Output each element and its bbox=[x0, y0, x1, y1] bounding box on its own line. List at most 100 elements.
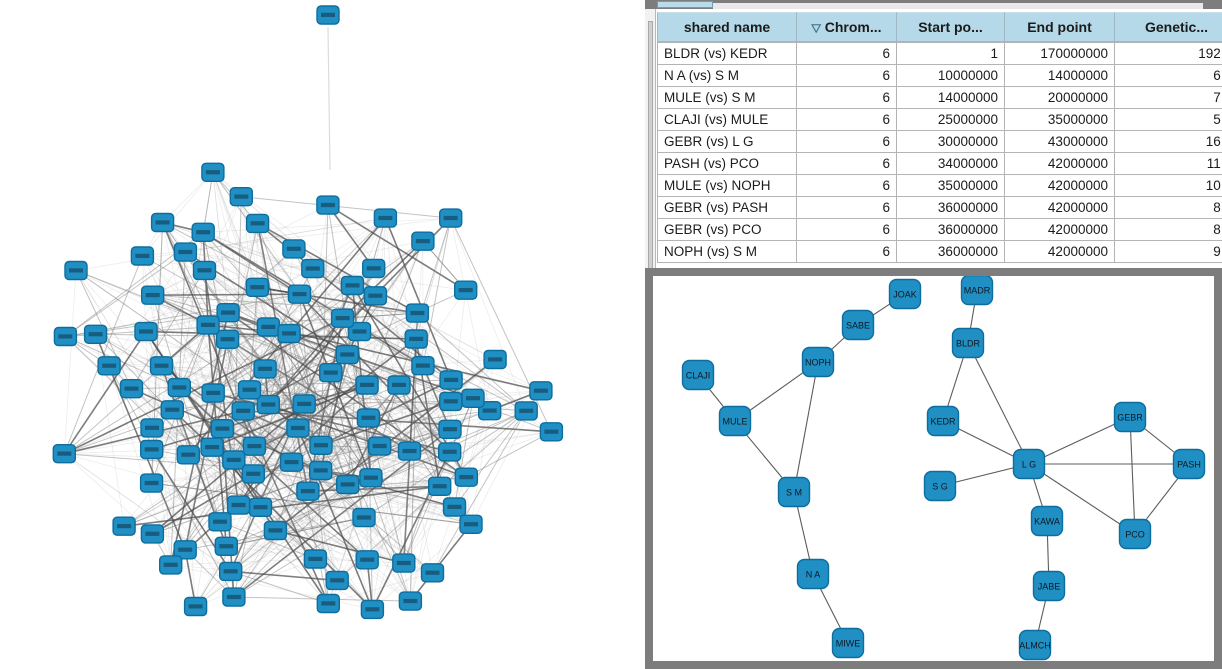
main-network-node[interactable] bbox=[263, 520, 288, 541]
main-network-node[interactable] bbox=[330, 308, 355, 328]
main-network-node[interactable] bbox=[356, 408, 381, 428]
main-network-node[interactable] bbox=[355, 550, 379, 570]
main-network-node[interactable] bbox=[359, 468, 383, 488]
node-shape[interactable] bbox=[801, 346, 835, 378]
node-shape[interactable] bbox=[923, 470, 957, 502]
main-network-node[interactable] bbox=[158, 555, 183, 575]
main-network-node[interactable] bbox=[140, 285, 165, 305]
subnetwork-view[interactable]: JOAK SABE NOPH CLAJI MULE S M N A MIWE MADR BLDR K… bbox=[653, 276, 1214, 661]
main-network-node[interactable] bbox=[404, 329, 428, 349]
main-network-node[interactable] bbox=[347, 321, 372, 342]
main-network-node[interactable] bbox=[256, 394, 280, 415]
main-network-node[interactable] bbox=[360, 599, 385, 620]
main-network-node[interactable] bbox=[301, 258, 325, 279]
main-network-node[interactable] bbox=[245, 213, 270, 234]
main-network-node[interactable] bbox=[248, 497, 273, 517]
main-network-node[interactable] bbox=[200, 437, 224, 457]
main-network-node[interactable] bbox=[167, 377, 192, 398]
main-network-node[interactable] bbox=[201, 383, 225, 403]
subnetwork-edge[interactable] bbox=[1028, 416, 1131, 465]
node-shape[interactable] bbox=[1113, 401, 1147, 433]
subnetwork-node[interactable]: S G bbox=[923, 470, 957, 502]
main-network-node[interactable] bbox=[192, 260, 217, 281]
node-shape[interactable] bbox=[841, 309, 875, 341]
subnetwork-edge[interactable] bbox=[1028, 463, 1136, 535]
main-network-node[interactable] bbox=[442, 497, 467, 517]
node-shape[interactable] bbox=[1118, 518, 1152, 550]
main-network-node[interactable] bbox=[478, 401, 502, 421]
subnetwork-node[interactable]: L G bbox=[1012, 448, 1046, 480]
main-network-node[interactable] bbox=[241, 464, 266, 484]
node-shape[interactable] bbox=[718, 405, 752, 437]
main-network-node[interactable] bbox=[210, 419, 235, 439]
main-network-node[interactable] bbox=[397, 441, 422, 461]
main-network-node[interactable] bbox=[160, 400, 185, 420]
main-network-node[interactable] bbox=[514, 401, 538, 421]
subnetwork-node[interactable]: MADR bbox=[960, 276, 994, 306]
main-network-node[interactable] bbox=[256, 317, 281, 337]
main-network-node[interactable] bbox=[336, 474, 360, 495]
main-network-node[interactable] bbox=[183, 596, 208, 617]
main-network-node[interactable] bbox=[97, 356, 121, 376]
node-shape[interactable] bbox=[681, 359, 715, 391]
main-network-node[interactable] bbox=[483, 349, 507, 370]
main-network-node[interactable] bbox=[303, 549, 328, 569]
subnetwork-edge[interactable] bbox=[1129, 416, 1136, 535]
main-network-node[interactable] bbox=[64, 260, 88, 281]
table-header-chromosome[interactable]: ▽ Chrom... bbox=[797, 12, 897, 42]
node-shape[interactable] bbox=[1018, 629, 1052, 661]
main-network-node[interactable] bbox=[150, 212, 175, 233]
main-network-node[interactable] bbox=[130, 246, 155, 266]
subnetwork-node[interactable]: N A bbox=[796, 558, 830, 590]
results-table[interactable]: shared name ▽ Chrom... Start po... End point… bbox=[657, 12, 1222, 263]
main-network-node[interactable] bbox=[316, 5, 340, 25]
node-shape[interactable] bbox=[777, 476, 811, 508]
main-network-node[interactable] bbox=[216, 303, 240, 323]
main-network-node[interactable] bbox=[191, 222, 215, 243]
main-network-node[interactable] bbox=[316, 195, 340, 215]
main-network-node[interactable] bbox=[335, 344, 359, 365]
main-network-node[interactable] bbox=[539, 422, 564, 442]
main-network-node[interactable] bbox=[140, 524, 165, 544]
main-network-view[interactable] bbox=[0, 0, 645, 669]
subnetwork-node[interactable]: CLAJI bbox=[681, 359, 715, 391]
main-network-node[interactable] bbox=[287, 284, 312, 304]
main-network-node[interactable] bbox=[176, 445, 201, 465]
main-network-node[interactable] bbox=[319, 363, 343, 383]
main-network-node[interactable] bbox=[459, 514, 483, 534]
main-network-node[interactable] bbox=[428, 476, 452, 496]
main-network-node[interactable] bbox=[229, 186, 254, 207]
main-network-node[interactable] bbox=[438, 442, 462, 462]
main-network-node[interactable] bbox=[454, 467, 478, 487]
node-shape[interactable] bbox=[951, 327, 985, 359]
table-vertical-scrollbar[interactable] bbox=[648, 21, 653, 268]
data-table-wrapper[interactable]: shared name ▽ Chrom... Start po... End point… bbox=[657, 12, 1222, 264]
main-network-node[interactable] bbox=[139, 473, 164, 493]
node-shape[interactable] bbox=[960, 276, 994, 306]
table-header-genetic[interactable]: Genetic... bbox=[1115, 12, 1222, 42]
node-shape[interactable] bbox=[888, 278, 922, 310]
main-network-node[interactable] bbox=[316, 593, 340, 614]
main-network-node[interactable] bbox=[112, 516, 136, 536]
main-network-node[interactable] bbox=[226, 495, 251, 515]
results-table-panel[interactable]: shared name ▽ Chrom... Start po... End point… bbox=[645, 0, 1222, 268]
main-network-node[interactable] bbox=[222, 450, 246, 470]
subnetwork-edge[interactable] bbox=[967, 342, 1030, 465]
node-shape[interactable] bbox=[1032, 570, 1066, 602]
main-network-node[interactable] bbox=[405, 303, 430, 323]
main-network-node[interactable] bbox=[325, 570, 349, 591]
main-network-node[interactable] bbox=[215, 329, 240, 349]
main-network-node[interactable] bbox=[140, 418, 164, 438]
main-network-node[interactable] bbox=[52, 444, 76, 464]
main-network-node[interactable] bbox=[411, 231, 435, 251]
main-network-node[interactable] bbox=[363, 286, 388, 306]
node-shape[interactable] bbox=[831, 627, 865, 659]
